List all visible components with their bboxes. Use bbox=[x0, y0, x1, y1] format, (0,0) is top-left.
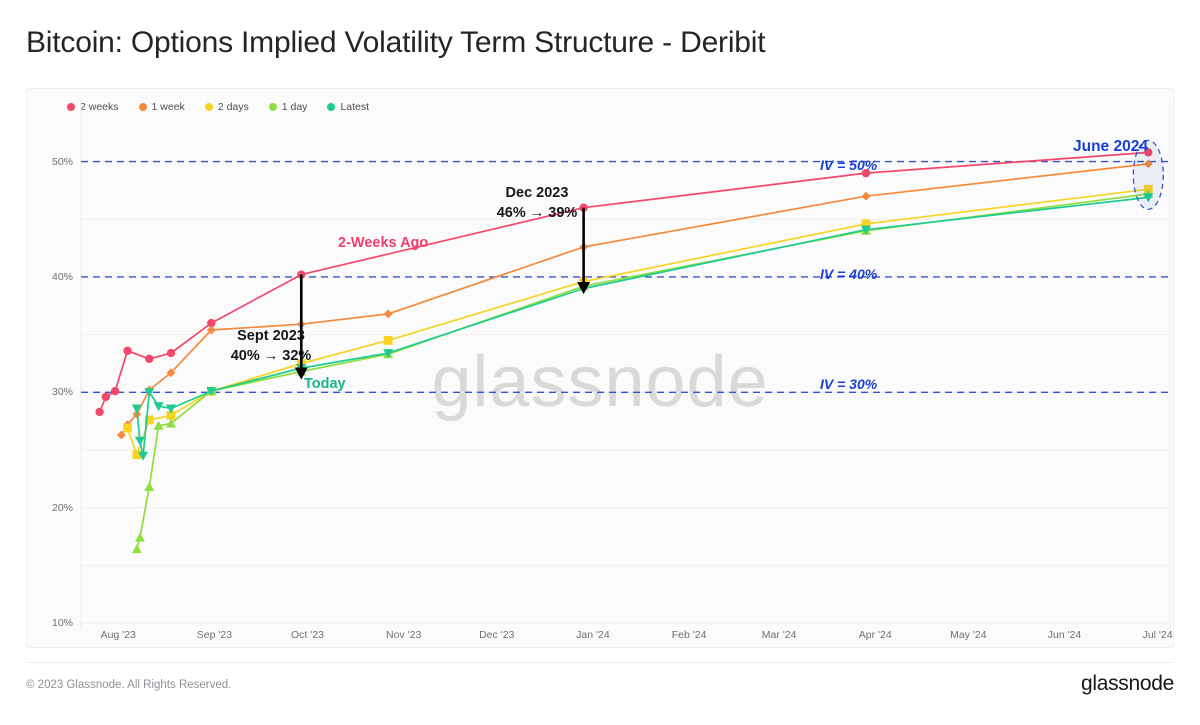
data-point-marker bbox=[166, 410, 176, 420]
legend-item-1-day[interactable]: 1 day bbox=[268, 101, 308, 113]
callout-arrow-sept-2023 bbox=[294, 274, 308, 380]
data-point-marker bbox=[383, 349, 394, 359]
data-point-marker bbox=[1143, 193, 1154, 203]
y-axis-tick-label: 50% bbox=[51, 155, 73, 168]
glassnode-logo: glassnode bbox=[1080, 672, 1174, 695]
legend-label: Latest bbox=[340, 101, 370, 113]
x-axis-tick-label: Aug '23 bbox=[100, 629, 136, 641]
series-line bbox=[98, 151, 1150, 413]
data-point-marker bbox=[860, 225, 871, 235]
data-point-marker bbox=[145, 354, 154, 364]
data-point-marker bbox=[123, 346, 132, 355]
series-2-days bbox=[123, 184, 1153, 459]
data-point-marker bbox=[153, 402, 164, 412]
y-axis: 10% 20% 30% 40% 50% bbox=[27, 89, 81, 647]
arrow-head bbox=[294, 367, 308, 380]
data-point-marker bbox=[123, 423, 132, 433]
data-point-marker bbox=[206, 325, 216, 335]
series-line bbox=[126, 188, 1150, 456]
data-point-marker bbox=[861, 191, 871, 201]
data-point-marker bbox=[110, 386, 120, 396]
x-axis-tick-label: May '24 bbox=[950, 629, 987, 641]
data-point-marker bbox=[861, 168, 871, 178]
x-axis-tick-label: Nov '23 bbox=[386, 629, 422, 641]
legend-item-2-days[interactable]: 2 days bbox=[204, 101, 249, 113]
june-2024-highlight-ellipse bbox=[1132, 139, 1164, 211]
legend-swatch-icon bbox=[268, 103, 277, 111]
data-point-marker bbox=[1143, 159, 1153, 169]
x-axis-tick-label: Jun '24 bbox=[1047, 629, 1082, 641]
page-title: Bitcoin: Options Implied Volatility Term… bbox=[26, 26, 766, 59]
data-point-marker bbox=[131, 544, 142, 554]
series-line bbox=[120, 163, 1150, 436]
data-point-marker bbox=[165, 404, 176, 414]
plot-area bbox=[27, 89, 1173, 647]
y-axis-tick-label: 20% bbox=[51, 501, 73, 514]
arrow-head bbox=[577, 282, 591, 295]
x-axis-tick-label: Apr '24 bbox=[858, 629, 892, 641]
data-point-marker bbox=[861, 219, 871, 229]
series-1-day bbox=[131, 188, 1154, 554]
legend-label: 1 day bbox=[281, 101, 308, 113]
data-point-marker bbox=[138, 451, 149, 461]
data-point-marker bbox=[206, 387, 217, 397]
legend-label: 2 days bbox=[217, 101, 249, 113]
data-point-marker bbox=[1144, 148, 1153, 157]
data-point-marker bbox=[144, 415, 154, 425]
callout-arrow-dec-2023 bbox=[577, 207, 591, 295]
data-point-marker bbox=[144, 388, 155, 398]
data-point-marker bbox=[207, 318, 216, 328]
series-1-week bbox=[116, 159, 1153, 440]
legend-item-1-week[interactable]: 1 week bbox=[138, 101, 185, 113]
legend-swatch-icon bbox=[327, 103, 336, 111]
x-axis-tick-label: Sep '23 bbox=[196, 629, 233, 641]
x-axis-tick-label: Mar '24 bbox=[761, 629, 797, 641]
data-point-marker bbox=[116, 430, 126, 440]
data-point-marker bbox=[166, 348, 176, 358]
y-axis-tick-label: 10% bbox=[51, 617, 73, 629]
copyright-text: © 2023 Glassnode. All Rights Reserved. bbox=[26, 679, 232, 691]
data-point-marker bbox=[134, 436, 145, 446]
series-latest bbox=[131, 193, 1154, 461]
legend-item-2-weeks[interactable]: 2 weeks bbox=[67, 101, 119, 113]
data-point-marker bbox=[383, 309, 393, 319]
data-point-marker bbox=[131, 404, 142, 414]
data-point-marker bbox=[134, 532, 145, 542]
x-axis-tick-label: Jul '24 bbox=[1142, 629, 1173, 641]
data-point-marker bbox=[101, 392, 111, 402]
series-2-weeks bbox=[95, 148, 1153, 417]
legend-swatch-icon bbox=[204, 103, 213, 111]
data-point-marker bbox=[165, 418, 176, 428]
legend-label: 1 week bbox=[151, 101, 185, 113]
x-axis-tick-label: Dec '23 bbox=[479, 629, 515, 641]
data-point-marker bbox=[166, 368, 176, 378]
y-axis-tick-label: 30% bbox=[51, 386, 73, 399]
data-point-marker bbox=[383, 335, 393, 345]
data-point-marker bbox=[144, 481, 155, 491]
chart-panel: 2 weeks 1 week 2 days 1 day Latest glassnode… bbox=[26, 88, 1174, 648]
data-point-marker bbox=[132, 450, 142, 459]
legend-swatch-icon bbox=[67, 103, 75, 111]
y-axis-tick-label: 40% bbox=[51, 270, 73, 283]
footer-divider bbox=[26, 662, 1174, 663]
chart-legend: 2 weeks 1 week 2 days 1 day Latest bbox=[67, 101, 369, 113]
legend-label: 2 weeks bbox=[80, 101, 119, 113]
x-axis-tick-label: Oct '23 bbox=[291, 629, 324, 641]
x-axis-tick-label: Jan '24 bbox=[576, 629, 610, 641]
data-point-marker bbox=[153, 420, 164, 430]
data-point-marker bbox=[95, 407, 104, 417]
x-axis-tick-label: Feb '24 bbox=[671, 629, 707, 641]
chart-svg bbox=[80, 103, 1171, 629]
legend-item-latest[interactable]: Latest bbox=[327, 101, 369, 113]
x-axis: Aug '23 Sep '23 Oct '23 Nov '23 Dec '23 Jan '… bbox=[27, 621, 1173, 647]
legend-swatch-icon bbox=[138, 103, 147, 111]
